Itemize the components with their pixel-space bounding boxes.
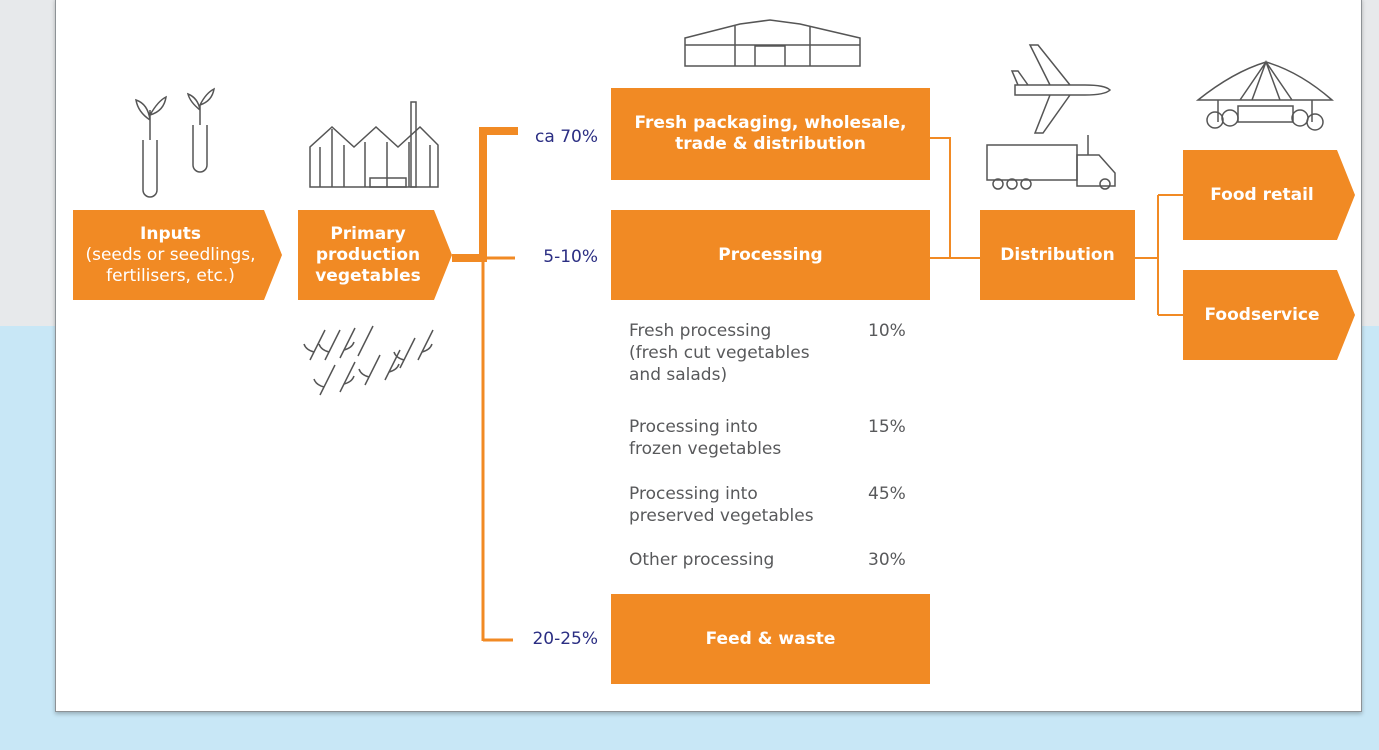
share-label: ca 70% <box>488 127 598 147</box>
share-label: 5-10% <box>488 247 598 267</box>
breakdown-item: Processing into preserved vegetables <box>629 483 814 527</box>
node-label: Food retail <box>1210 185 1314 206</box>
breakdown-share: 10% <box>868 320 906 342</box>
truck-icon <box>987 135 1115 189</box>
breakdown-label: Other processing <box>629 549 774 571</box>
greenhouse-icon <box>310 102 438 187</box>
node-inputs: Inputs (seeds or seedlings, fertilisers,… <box>73 210 282 300</box>
node-foodservice: Foodservice <box>1183 270 1355 360</box>
breakdown-label: Processing into <box>629 483 814 505</box>
warehouse-icon <box>685 20 860 66</box>
crops-icon <box>304 326 433 395</box>
node-label: Fresh packaging, wholesale, <box>635 113 907 134</box>
breakdown-label: preserved vegetables <box>629 505 814 527</box>
node-label: fertilisers, etc.) <box>106 266 235 287</box>
share-label: 20-25% <box>488 629 598 649</box>
breakdown-label: frozen vegetables <box>629 438 781 460</box>
node-feed: Feed & waste <box>611 594 930 684</box>
node-distribution: Distribution <box>980 210 1135 300</box>
market-icon <box>1198 62 1332 130</box>
node-label: Distribution <box>1000 245 1114 266</box>
plane-icon <box>1012 45 1110 133</box>
node-label: Primary <box>330 224 405 245</box>
breakdown-label: Fresh processing <box>629 320 810 342</box>
node-label: Inputs <box>140 224 201 245</box>
node-label: (seeds or seedlings, <box>85 245 255 266</box>
breakdown-label: Processing into <box>629 416 781 438</box>
breakdown-item: Fresh processing (fresh cut vegetables a… <box>629 320 810 386</box>
node-fresh: Fresh packaging, wholesale, trade & dist… <box>611 88 930 180</box>
breakdown-label: (fresh cut vegetables <box>629 342 810 364</box>
node-primary: Primary production vegetables <box>298 210 452 300</box>
node-label: Feed & waste <box>706 629 836 650</box>
breakdown-item: Other processing <box>629 549 774 571</box>
node-label: trade & distribution <box>675 134 866 155</box>
page: Inputs (seeds or seedlings, fertilisers,… <box>0 0 1379 750</box>
connectors <box>452 128 1183 641</box>
node-label: production <box>316 245 420 266</box>
breakdown-share: 45% <box>868 483 906 505</box>
node-label: Foodservice <box>1205 305 1320 326</box>
breakdown-item: Processing into frozen vegetables <box>629 416 781 460</box>
node-label: vegetables <box>315 266 421 287</box>
node-processing: Processing <box>611 210 930 300</box>
connector <box>930 138 980 258</box>
breakdown-share: 15% <box>868 416 906 438</box>
node-retail: Food retail <box>1183 150 1355 240</box>
node-label: Processing <box>718 245 822 266</box>
seedling-icon <box>136 89 214 197</box>
breakdown-share: 30% <box>868 549 906 571</box>
breakdown-label: and salads) <box>629 364 810 386</box>
